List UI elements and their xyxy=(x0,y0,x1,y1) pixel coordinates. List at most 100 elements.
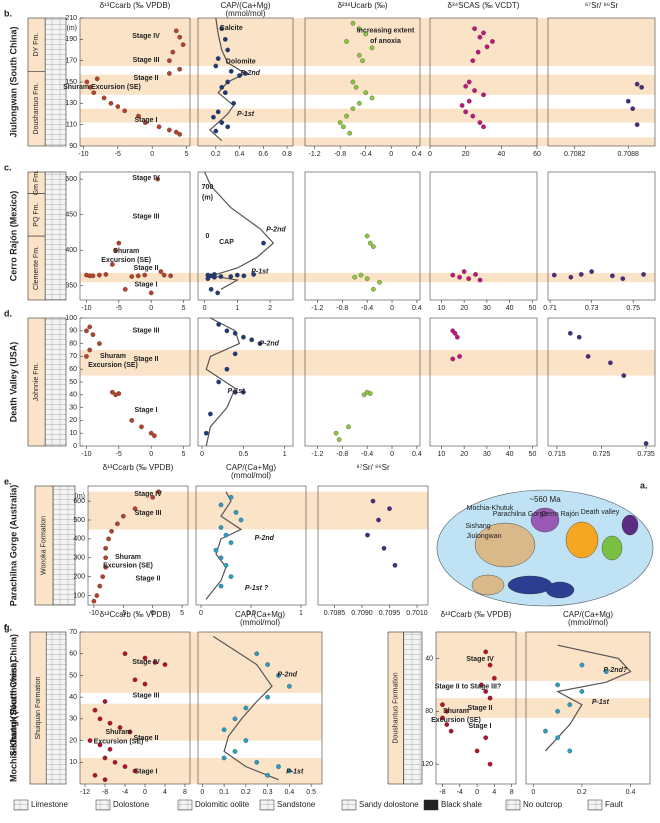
data-point xyxy=(225,79,231,85)
x-tick-label: 0.725 xyxy=(593,451,611,458)
map-age: ~560 Ma xyxy=(529,495,561,504)
data-point xyxy=(444,722,450,727)
x-tick-label: 0 xyxy=(389,151,393,158)
data-point xyxy=(97,341,102,346)
column-frame xyxy=(197,317,294,447)
legend-swatch xyxy=(177,799,193,811)
data-point xyxy=(481,124,486,130)
data-point xyxy=(102,777,108,783)
annotation: Stage III xyxy=(135,510,162,517)
x-tick-label: 0 xyxy=(475,789,479,796)
annotation: Stage II xyxy=(136,576,161,583)
data-point xyxy=(473,272,478,277)
data-point xyxy=(641,272,646,277)
x-tick-label: 0.75 xyxy=(626,305,640,312)
data-point xyxy=(356,100,362,106)
site-name: Parachilna Gorge xyxy=(493,511,548,518)
legend-label: No outcrop xyxy=(523,800,563,809)
data-point xyxy=(487,761,493,767)
y-tick-label: 20 xyxy=(69,417,77,424)
y-tick-label: 40 xyxy=(425,655,433,662)
column-title: δ¹³Ccarb (‰ VPDB) xyxy=(103,463,174,472)
data-point xyxy=(466,98,472,104)
data-point xyxy=(108,100,114,106)
data-point xyxy=(84,328,89,334)
data-point xyxy=(463,83,469,89)
data-point xyxy=(211,114,216,120)
data-point xyxy=(363,31,369,37)
data-point xyxy=(481,30,486,36)
data-point xyxy=(241,389,246,395)
x-tick-label: 1 xyxy=(283,451,287,458)
x-tick-label: 40 xyxy=(506,451,514,458)
legend-label: Black shale xyxy=(441,800,482,809)
formation-name: Doushantuo Formation xyxy=(392,672,399,743)
data-point xyxy=(358,272,364,278)
x-tick-label: -8 xyxy=(102,789,108,796)
x-tick-label: 0.7010 xyxy=(406,610,428,617)
data-point xyxy=(224,366,230,372)
data-point xyxy=(156,124,162,130)
annotation: P-2nd xyxy=(241,70,261,77)
map-label: a. xyxy=(640,480,648,490)
data-point xyxy=(555,708,560,714)
data-point xyxy=(463,109,469,115)
formation xyxy=(34,485,54,606)
annotation: P-2nd? xyxy=(603,667,627,674)
x-tick-label: 4 xyxy=(492,789,496,796)
annotation: Stage II xyxy=(134,735,159,742)
stage-band xyxy=(80,137,655,146)
data-point xyxy=(340,124,346,130)
data-point xyxy=(219,84,225,90)
stage-band xyxy=(80,703,322,741)
y-tick-label: 40 xyxy=(69,392,77,399)
x-tick-label: 0.5 xyxy=(306,789,316,796)
x-tick-label: 0.8 xyxy=(282,151,292,158)
data-point xyxy=(97,583,103,589)
data-point xyxy=(148,430,154,436)
site-label: Jiulongwan (South China) xyxy=(8,27,18,138)
column-frame xyxy=(429,171,538,301)
data-point xyxy=(156,489,161,495)
data-point xyxy=(221,755,227,761)
data-point xyxy=(132,677,138,683)
data-point xyxy=(101,95,107,101)
formation xyxy=(27,71,46,147)
legend-swatch xyxy=(423,799,439,811)
column-frame xyxy=(197,17,294,147)
data-point xyxy=(97,716,103,722)
y-tick-label: 190 xyxy=(65,36,77,43)
annotation: 0 xyxy=(206,233,210,240)
data-point xyxy=(110,262,115,267)
y-tick-label: 450 xyxy=(65,212,77,219)
annotation: Shuram xyxy=(113,248,139,255)
data-point xyxy=(474,748,480,754)
data-point xyxy=(173,129,179,135)
stage-band xyxy=(80,757,322,784)
x-tick-label: 0.73 xyxy=(585,305,599,312)
data-point xyxy=(115,104,121,109)
x-tick-label: 5 xyxy=(182,305,186,312)
y-tick-label: 50 xyxy=(69,379,77,386)
column-frame xyxy=(79,317,191,447)
column-title: ⁸⁷Sr/ ⁸⁶Sr xyxy=(585,1,619,10)
x-tick-label: -5 xyxy=(116,451,122,458)
data-point xyxy=(254,759,260,765)
data-point xyxy=(122,108,128,114)
y-tick-label: 80 xyxy=(69,340,77,347)
formation xyxy=(29,631,47,785)
data-point xyxy=(177,131,183,137)
legend-swatch xyxy=(13,799,29,811)
data-point xyxy=(356,52,362,58)
x-tick-label: 5 xyxy=(185,151,189,158)
annotation: Stage II xyxy=(134,75,159,82)
data-point xyxy=(103,272,109,277)
column-title: δ¹³Ccarb (‰ VPDB) xyxy=(441,610,512,619)
data-point xyxy=(377,279,382,285)
y-tick-label: 70 xyxy=(69,353,77,360)
y-tick-label: 10 xyxy=(69,759,77,766)
continent xyxy=(545,581,575,599)
x-tick-label: 0.4 xyxy=(285,789,295,796)
data-point xyxy=(222,36,228,42)
data-point xyxy=(139,424,144,430)
